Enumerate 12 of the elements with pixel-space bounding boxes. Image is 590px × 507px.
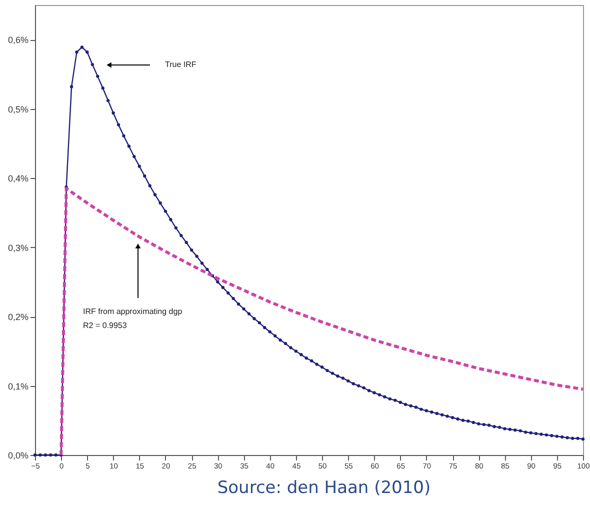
y-tick-label: 0,0% bbox=[8, 450, 28, 460]
y-tick-label: 0,1% bbox=[8, 381, 28, 392]
y-tick-label: 0,6% bbox=[8, 35, 28, 46]
annotation: IRF from approximating dgp bbox=[83, 307, 183, 316]
annotation: True IRF bbox=[165, 60, 196, 69]
y-tick-label: 0,2% bbox=[8, 312, 28, 322]
source-note: Source: den Haan (2010) bbox=[217, 478, 431, 498]
line-series bbox=[60, 186, 584, 456]
annotation: R2 = 0.9953 bbox=[83, 321, 128, 330]
y-tick-label: 0,4% bbox=[8, 174, 28, 184]
y-tick-label: 0,5% bbox=[8, 104, 28, 114]
y-tick-label: 0,3% bbox=[8, 242, 28, 253]
